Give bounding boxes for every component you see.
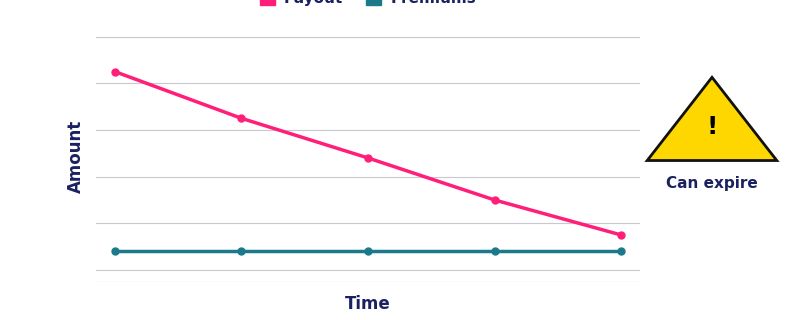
- Y-axis label: Amount: Amount: [67, 120, 85, 193]
- Text: Can expire: Can expire: [666, 176, 758, 191]
- Legend: Payout, Premiums: Payout, Premiums: [254, 0, 482, 12]
- Polygon shape: [647, 77, 777, 161]
- X-axis label: Time: Time: [345, 295, 391, 314]
- Text: !: !: [706, 115, 718, 139]
